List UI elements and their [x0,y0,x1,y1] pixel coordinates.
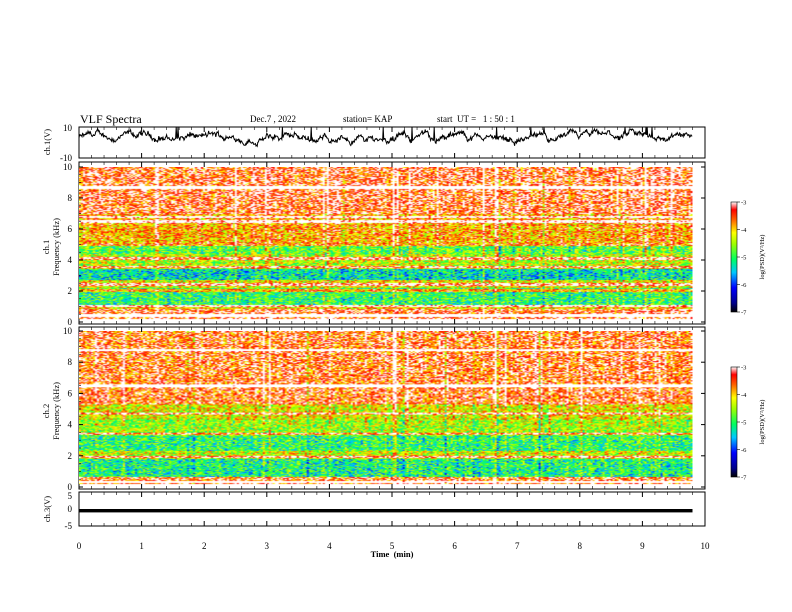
x-tick-label: 6 [452,541,457,551]
time-axis-ticks [78,127,706,526]
ch2-cb-tick-label: -4 [741,392,747,399]
ch2-cb-tick-label: -5 [741,419,746,426]
ch1-ylabel-frequency: Frequency (kHz) [51,218,61,276]
time-axis-label: Time (min) [371,549,414,559]
ch1-cb-tick-label: -5 [741,254,746,261]
ch1-waveform-frame [78,126,706,159]
x-tick-label: 3 [265,541,270,551]
ch2-spectrogram-image [79,331,693,487]
ch3-ytick-top: 5 [68,491,73,501]
ch1-ytick-label: 10 [63,162,73,172]
ch1-colorbar-label: log(PSD)(V²/Hz) [759,235,766,280]
x-tick-label: 2 [202,541,207,551]
x-tick-label: 9 [640,541,645,551]
ch1-ytick-top: 10 [63,123,73,133]
header-date: Dec.7 , 2022 [250,114,296,124]
time-axis-tick-labels: 0 1 2 3 4 5 6 7 8 9 10 [77,541,710,551]
ch2-colorbar: -3 -4 -5 -6 -7 log(PSD)(V²/Hz) [730,364,766,481]
ch1-cb-tick-label: -3 [741,199,746,206]
x-tick-label: 4 [327,541,332,551]
x-tick-label: 7 [515,541,520,551]
ch2-ytick-label: 10 [63,326,73,336]
ch1-spectrogram-image [79,167,693,322]
ch1-ylabel: ch.1(V) [42,129,52,155]
ch1-ytick-label: 4 [68,255,73,265]
ch1-ytick-label: 8 [68,193,73,203]
ch3-ytick-bottom: -5 [65,521,73,531]
ch1-ytick-label: 0 [68,317,73,327]
ch2-cb-tick-label: -7 [741,474,747,481]
ch1-colorbar-scale [730,201,738,313]
ch3-ytick-middle: 0 [68,504,73,514]
ch2-ylabel-channel: ch.2 [41,404,51,418]
figure-title: VLF Spectra [80,112,142,126]
ch2-ytick-label: 8 [68,357,73,367]
ch3-waveform-panel: 5 0 -5 ch.3(V) [42,491,706,531]
ch1-colorbar: -3 -4 -5 -6 -7 log(PSD)(V²/Hz) [730,199,766,316]
ch2-ylabel-frequency: Frequency (kHz) [51,382,61,440]
ch1-ylabel-channel: ch.1 [41,240,51,254]
x-tick-label: 5 [390,541,395,551]
ch2-cb-tick-label: -3 [741,364,746,371]
ch2-ytick-label: 0 [68,482,73,492]
ch2-spectrogram-panel: 0 2 4 6 8 10 ch.2 Frequency (kHz) [41,326,706,492]
ch2-colorbar-scale [730,366,738,478]
x-tick-label: 8 [578,541,583,551]
ch1-cb-tick-label: -4 [741,227,747,234]
ch1-waveform-line [78,126,693,148]
ch2-ytick-label: 2 [68,451,73,461]
ch1-cb-tick-label: -6 [741,282,747,289]
ch3-ylabel: ch.3(V) [42,496,52,522]
ch3-waveform-band [79,509,693,513]
ch2-colorbar-label: log(PSD)(V²/Hz) [759,400,766,445]
ch2-ytick-label: 4 [68,420,73,430]
header-station: station= KAP [343,114,392,124]
ch1-ytick-label: 2 [68,286,73,296]
ch2-cb-tick-label: -6 [741,447,747,454]
ch1-waveform-panel: 10 -10 ch.1(V) [42,123,706,163]
ch1-ytick-bottom: -10 [60,153,72,163]
ch1-cb-tick-label: -7 [741,309,747,316]
x-tick-label: 1 [139,541,144,551]
header-start-time: start UT = 1 : 50 : 1 [437,114,515,124]
x-tick-label: 10 [701,541,711,551]
ch2-ytick-label: 6 [68,388,73,398]
x-tick-label: 0 [77,541,82,551]
ch1-ytick-label: 6 [68,224,73,234]
ch1-spectrogram-panel: 0 2 4 6 8 10 ch.1 Frequency (kHz) [41,161,706,327]
